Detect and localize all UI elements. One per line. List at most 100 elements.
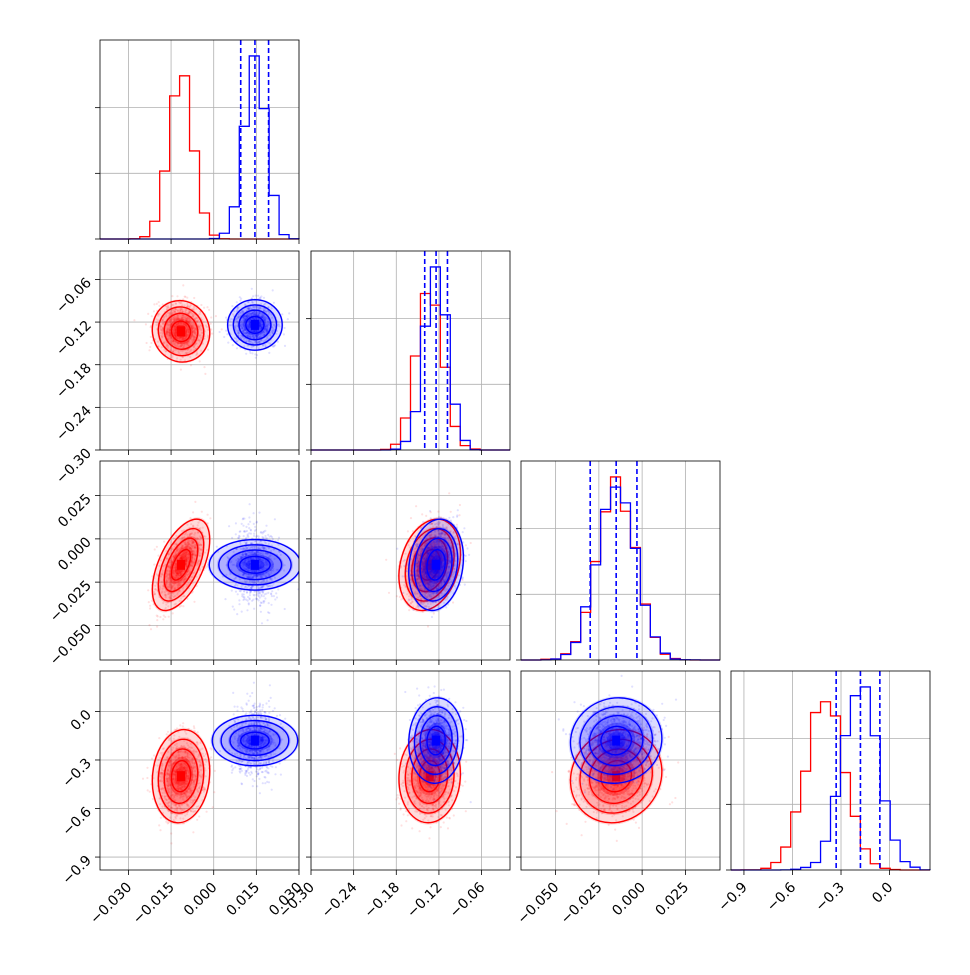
scatter-point: [207, 514, 209, 516]
scatter-point: [203, 366, 205, 368]
scatter-point: [254, 530, 256, 532]
scatter-point: [146, 342, 148, 344]
scatter-point: [458, 514, 460, 516]
scatter-point: [239, 530, 241, 532]
density-peak-series-1: [177, 326, 185, 336]
scatter-point: [216, 546, 218, 548]
scatter-point: [150, 628, 152, 630]
scatter-point: [431, 616, 433, 618]
histogram-panel-4: [726, 671, 930, 870]
density-peak-series-2: [251, 560, 259, 570]
scatter-point: [408, 609, 410, 611]
scatter-point: [268, 352, 270, 354]
scatter-point: [266, 537, 268, 539]
scatter-point: [232, 606, 234, 608]
scatter-point: [253, 533, 255, 535]
scatter-point: [258, 599, 260, 601]
scatter-point: [256, 521, 258, 523]
scatter-point: [452, 601, 454, 603]
scatter-point: [400, 598, 402, 600]
scatter-point: [241, 611, 243, 613]
scatter-point: [235, 591, 237, 593]
scatter-point: [236, 347, 238, 349]
scatter-point: [247, 536, 249, 538]
scatter-point: [147, 589, 149, 591]
histogram-panel-3: [516, 461, 720, 660]
scatter-point: [288, 312, 290, 314]
scatter-point: [396, 548, 398, 550]
scatter-point: [133, 319, 135, 321]
scatter-point: [200, 304, 202, 306]
scatter-point: [245, 526, 247, 528]
scatter-point: [236, 613, 238, 615]
scatter-point: [193, 601, 195, 603]
scatter-point: [255, 295, 257, 297]
scatter-point: [406, 562, 408, 564]
scatter-point: [268, 602, 270, 604]
scatter-point: [207, 349, 209, 351]
scatter-point: [159, 616, 161, 618]
scatter-point: [433, 612, 435, 614]
scatter-point: [243, 590, 245, 592]
scatter-point: [427, 625, 429, 627]
scatter-point: [267, 619, 269, 621]
scatter-point: [172, 612, 174, 614]
scatter-point: [253, 594, 255, 596]
scatter-point: [209, 517, 211, 519]
scatter-point: [180, 369, 182, 371]
scatter-point: [149, 346, 151, 348]
scatter-point: [158, 301, 160, 303]
scatter-point: [277, 588, 279, 590]
scatter-point: [164, 616, 166, 618]
scatter-point: [281, 313, 283, 315]
scatter-point: [148, 349, 150, 351]
scatter-point: [215, 315, 217, 317]
scatter-point: [248, 527, 250, 529]
scatter-point: [448, 492, 450, 494]
scatter-point: [236, 301, 238, 303]
scatter-point: [262, 591, 264, 593]
scatter-point: [156, 619, 158, 621]
scatter-point: [176, 295, 178, 297]
scatter-point: [399, 596, 401, 598]
scatter-point: [210, 323, 212, 325]
scatter-point: [273, 302, 275, 304]
scatter-point: [235, 522, 237, 524]
scatter-point: [223, 336, 225, 338]
scatter-point: [252, 295, 254, 297]
scatter-point: [199, 360, 201, 362]
scatter-point: [225, 317, 227, 319]
scatter-point: [241, 523, 243, 525]
scatter-point: [437, 511, 439, 513]
scatter-point: [463, 527, 465, 529]
scatter-point: [396, 595, 398, 597]
scatter-point: [247, 596, 249, 598]
scatter-panel-r2-c1: [100, 251, 299, 450]
scatter-point: [260, 611, 262, 613]
scatter-point: [235, 533, 237, 535]
scatter-point: [456, 524, 458, 526]
scatter-point: [465, 544, 467, 546]
scatter-point: [150, 342, 152, 344]
scatter-point: [203, 307, 205, 309]
scatter-point: [206, 306, 208, 308]
scatter-point: [450, 511, 452, 513]
scatter-point: [264, 535, 266, 537]
scatter-point: [272, 538, 274, 540]
scatter-point: [287, 318, 289, 320]
scatter-point: [153, 310, 155, 312]
scatter-point: [250, 533, 252, 535]
scatter-point: [225, 330, 227, 332]
scatter-point: [231, 305, 233, 307]
scatter-point: [276, 596, 278, 598]
scatter-point: [388, 592, 390, 594]
scatter-point: [259, 605, 261, 607]
scatter-point: [278, 537, 280, 539]
scatter-point: [261, 536, 263, 538]
scatter-point: [283, 333, 285, 335]
scatter-point: [246, 591, 248, 593]
scatter-point: [248, 516, 250, 518]
scatter-point: [219, 331, 221, 333]
scatter-point: [248, 602, 250, 604]
